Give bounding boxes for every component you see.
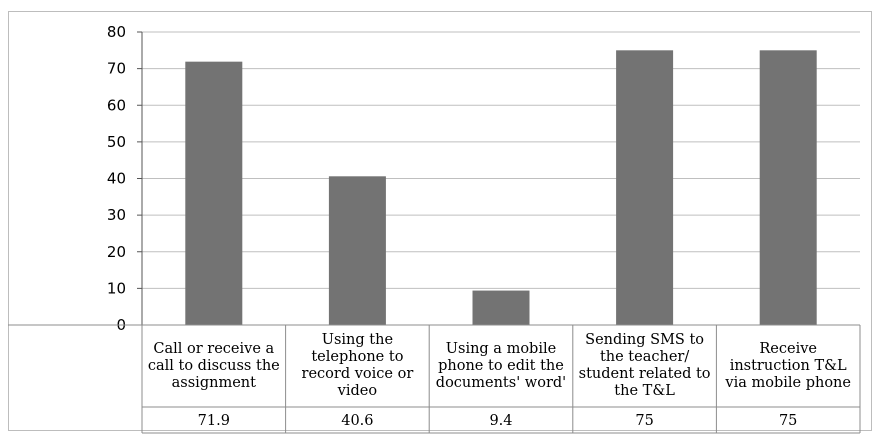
bar-4 — [616, 50, 674, 325]
data-value-label: 75 — [778, 413, 798, 429]
bar-5 — [759, 50, 817, 325]
y-tick-label: 80 — [107, 23, 126, 41]
bar-1 — [185, 61, 243, 325]
y-tick-label: 10 — [107, 279, 126, 297]
y-tick-label: 30 — [107, 206, 126, 224]
data-value-label: 71.9 — [197, 413, 230, 429]
y-tick-label: 50 — [107, 133, 126, 151]
category-label: Using a mobile phone to edit the documen… — [435, 340, 567, 391]
y-tick-label: 20 — [107, 243, 126, 261]
data-value-label: 40.6 — [341, 413, 374, 429]
y-tick-label: 40 — [107, 170, 126, 188]
bar-2 — [328, 176, 386, 325]
chart-frame — [8, 11, 872, 431]
category-label: Call or receive a call to discuss the as… — [147, 340, 280, 391]
y-tick-label: 60 — [107, 96, 126, 114]
data-value-label: 9.4 — [489, 413, 513, 429]
category-label: Using the telephone to record voice or v… — [301, 332, 414, 399]
y-tick-label: 70 — [107, 60, 126, 78]
category-label: Sending SMS to the teacher/ student rela… — [578, 332, 711, 399]
category-label: Receive instruction T&L via mobile phone — [725, 340, 851, 391]
bar-3 — [472, 290, 530, 325]
data-value-label: 75 — [635, 413, 654, 429]
